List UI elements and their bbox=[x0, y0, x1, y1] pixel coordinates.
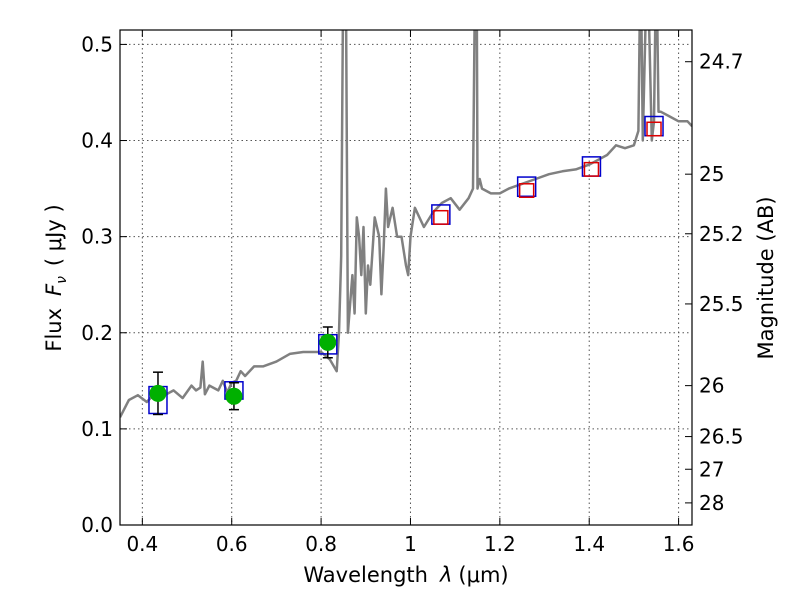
y-tick-label: 0.5 bbox=[81, 32, 113, 56]
y-tick-label: 0.4 bbox=[81, 129, 113, 153]
x-axis-label: Wavelength λ (μm) bbox=[303, 563, 508, 587]
x-tick-label: 1.2 bbox=[484, 532, 516, 556]
y2-tick-label: 27 bbox=[699, 457, 724, 481]
y2-tick-label: 24.7 bbox=[699, 50, 744, 74]
plot-frame bbox=[119, 29, 693, 526]
y2-tick-label: 25 bbox=[699, 162, 724, 186]
y2-tick-label: 26 bbox=[699, 374, 724, 398]
x-tick-label: 1.6 bbox=[663, 532, 695, 556]
y-tick-label: 0.3 bbox=[81, 225, 113, 249]
spectrum-line bbox=[120, 30, 692, 418]
y-tick-label: 0.1 bbox=[81, 417, 113, 441]
y2-tick-label: 28 bbox=[699, 491, 724, 515]
y2-tick-label: 26.5 bbox=[699, 425, 744, 449]
model-photometry-box bbox=[583, 161, 600, 177]
y-axis-label: FluxFν( μJy ) bbox=[42, 204, 70, 351]
axis-ticks: 0.4 0.6 0.8 1 1.2 1.4 1.6 0.0 0.1 0.2 0.3 0.4 0.5 24.… bbox=[81, 30, 744, 556]
model-photometry-box bbox=[433, 209, 449, 225]
y2-tick-label: 25.5 bbox=[699, 292, 744, 316]
model-photometry-box bbox=[516, 176, 537, 198]
observed-photometry-point bbox=[319, 333, 337, 351]
y-tick-label: 0.2 bbox=[81, 321, 113, 345]
x-tick-label: 0.4 bbox=[126, 532, 158, 556]
plot-area bbox=[120, 30, 692, 418]
observed-photometry-point bbox=[225, 387, 243, 405]
model-photometry-box bbox=[646, 121, 662, 137]
grid bbox=[120, 30, 692, 526]
x-tick-label: 0.6 bbox=[216, 532, 248, 556]
x-tick-label: 1.4 bbox=[573, 532, 605, 556]
x-tick-label: 0.8 bbox=[305, 532, 337, 556]
right-axis-label: Magnitude (AB) bbox=[754, 196, 778, 359]
y-tick-label: 0.0 bbox=[81, 513, 113, 537]
x-tick-label: 1 bbox=[404, 532, 417, 556]
observed-photometry-point bbox=[149, 384, 167, 402]
y2-tick-label: 25.2 bbox=[699, 222, 744, 246]
model-photometry-box bbox=[518, 183, 535, 198]
